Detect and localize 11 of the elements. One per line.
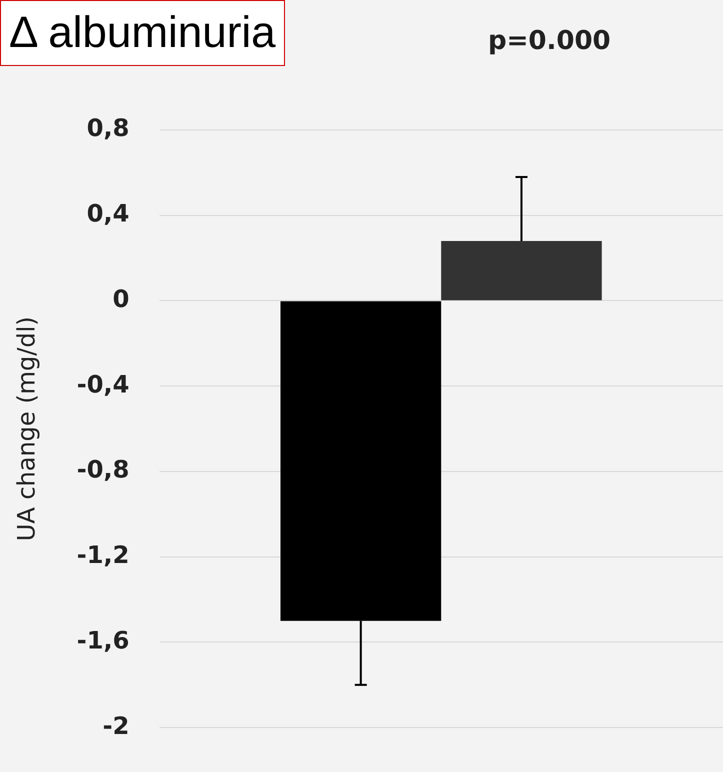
y-tick-label: -2 xyxy=(102,712,130,740)
y-tick-label: -1,6 xyxy=(76,626,130,654)
y-axis-title: UA change (mg/dl) xyxy=(12,316,41,542)
y-tick-label: 0 xyxy=(112,284,130,313)
y-tick-label: 0,4 xyxy=(86,200,130,228)
y-tick-label: -1,2 xyxy=(76,541,130,570)
y-tick-label: -0,8 xyxy=(76,456,130,484)
chart-title: Δ albuminuria xyxy=(0,0,285,66)
y-tick-label: -0,4 xyxy=(76,370,130,398)
text: p=0.000 xyxy=(488,26,611,56)
y-tick-label: 0,8 xyxy=(86,114,130,142)
